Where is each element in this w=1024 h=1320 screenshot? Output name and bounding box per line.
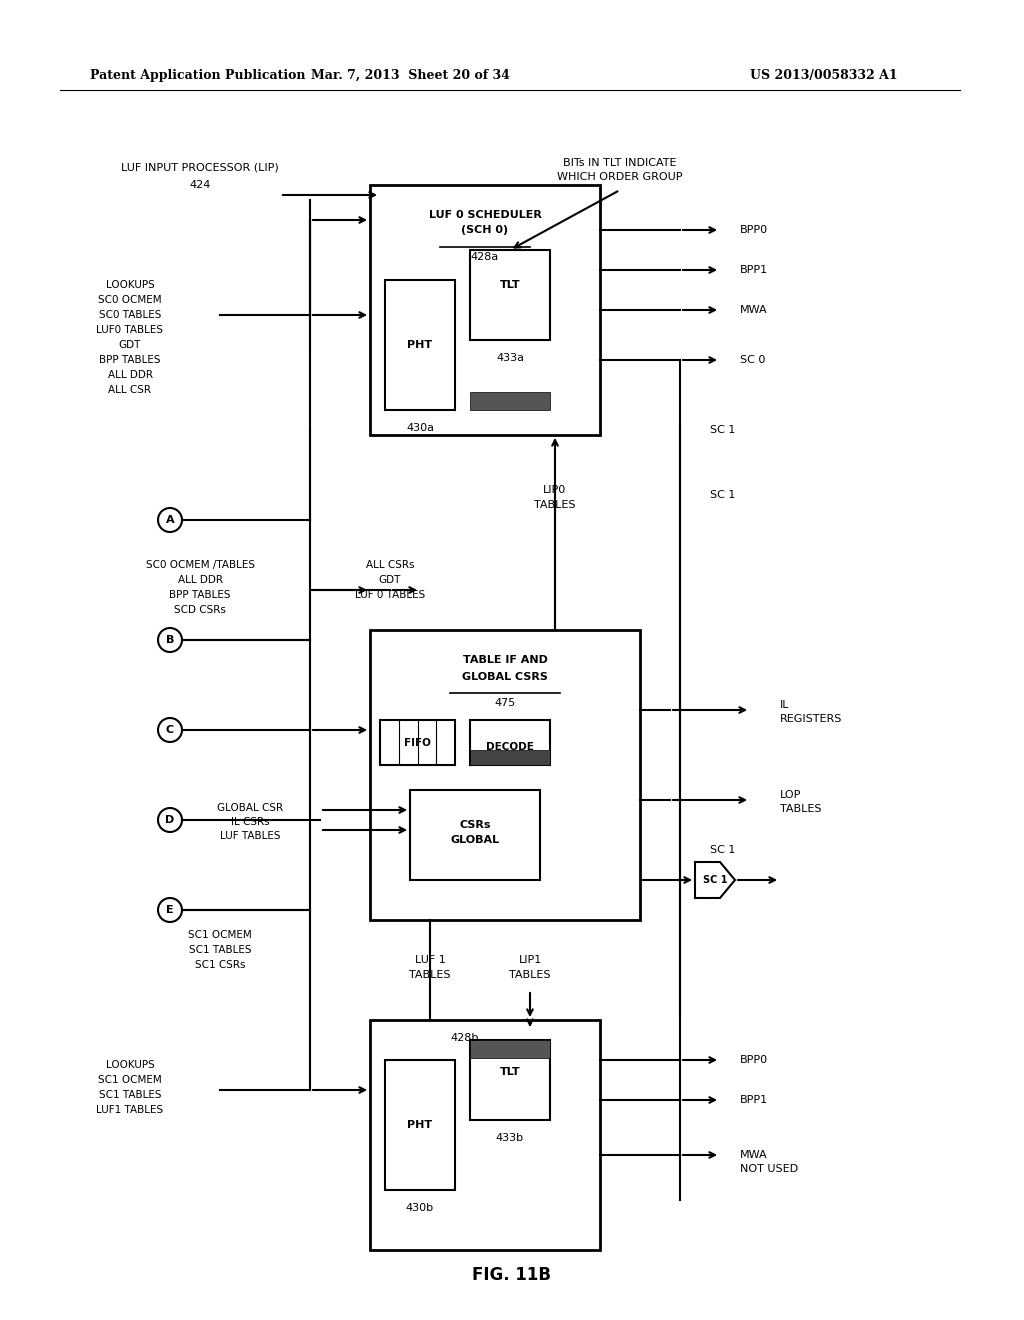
Text: FIG. 11B: FIG. 11B: [472, 1266, 552, 1284]
Text: LIP0: LIP0: [544, 484, 566, 495]
Text: LUF0 TABLES: LUF0 TABLES: [96, 325, 164, 335]
Text: 475: 475: [495, 698, 516, 708]
Text: LUF INPUT PROCESSOR (LIP): LUF INPUT PROCESSOR (LIP): [121, 162, 279, 173]
Text: TLT: TLT: [500, 1067, 520, 1077]
Text: LUF1 TABLES: LUF1 TABLES: [96, 1105, 164, 1115]
Text: Mar. 7, 2013  Sheet 20 of 34: Mar. 7, 2013 Sheet 20 of 34: [310, 69, 509, 82]
Text: SC1 OCMEM: SC1 OCMEM: [188, 931, 252, 940]
Text: Patent Application Publication: Patent Application Publication: [90, 69, 305, 82]
Bar: [470, 719, 550, 766]
Text: GLOBAL CSR: GLOBAL CSR: [217, 803, 283, 813]
Text: SC 1: SC 1: [710, 490, 735, 500]
Text: D: D: [165, 814, 175, 825]
Bar: [385, 1060, 455, 1191]
Text: 424: 424: [189, 180, 211, 190]
Text: 433b: 433b: [496, 1133, 524, 1143]
Text: TABLES: TABLES: [535, 500, 575, 510]
Bar: [410, 789, 540, 880]
Bar: [470, 1040, 550, 1119]
Text: LUF 1: LUF 1: [415, 954, 445, 965]
Text: B: B: [166, 635, 174, 645]
Text: SC1 OCMEM: SC1 OCMEM: [98, 1074, 162, 1085]
Text: E: E: [166, 906, 174, 915]
Text: GLOBAL CSRS: GLOBAL CSRS: [462, 672, 548, 682]
Text: LUF TABLES: LUF TABLES: [220, 832, 281, 841]
Text: MWA: MWA: [740, 305, 768, 315]
Text: TABLES: TABLES: [780, 804, 821, 814]
Text: REGISTERS: REGISTERS: [780, 714, 843, 723]
Text: SCD CSRs: SCD CSRs: [174, 605, 226, 615]
Text: CSRs: CSRs: [459, 820, 490, 830]
Text: DECODE: DECODE: [486, 742, 534, 752]
Bar: [470, 750, 550, 766]
Text: FIFO: FIFO: [404, 738, 431, 747]
Bar: [385, 280, 455, 411]
Bar: [380, 719, 455, 766]
Bar: [370, 1020, 600, 1250]
Text: GLOBAL: GLOBAL: [451, 836, 500, 845]
Text: US 2013/0058332 A1: US 2013/0058332 A1: [750, 69, 898, 82]
Text: BPP1: BPP1: [740, 1096, 768, 1105]
Text: SC1 CSRs: SC1 CSRs: [195, 960, 246, 970]
Text: (SCH 0): (SCH 0): [462, 224, 509, 235]
Text: IL CSRs: IL CSRs: [230, 817, 269, 828]
Text: TABLES: TABLES: [509, 970, 551, 979]
Text: 428b: 428b: [451, 1034, 479, 1043]
Text: BPP0: BPP0: [740, 224, 768, 235]
Text: TABLE IF AND: TABLE IF AND: [463, 655, 548, 665]
Text: BPP0: BPP0: [740, 1055, 768, 1065]
Text: BPP1: BPP1: [740, 265, 768, 275]
Text: BITs IN TLT INDICATE: BITs IN TLT INDICATE: [563, 158, 677, 168]
Text: 433a: 433a: [496, 352, 524, 363]
Bar: [470, 1040, 550, 1059]
Text: MWA: MWA: [740, 1150, 768, 1160]
Text: SC 1: SC 1: [710, 845, 735, 855]
Text: SC 1: SC 1: [710, 425, 735, 436]
Text: 430a: 430a: [406, 422, 434, 433]
Text: BPP TABLES: BPP TABLES: [99, 355, 161, 366]
Text: LOP: LOP: [780, 789, 802, 800]
Text: PHT: PHT: [408, 1119, 432, 1130]
Text: TLT: TLT: [500, 280, 520, 290]
Bar: [370, 185, 600, 436]
Text: GDT: GDT: [119, 341, 141, 350]
Text: A: A: [166, 515, 174, 525]
Text: SC0 OCMEM /TABLES: SC0 OCMEM /TABLES: [145, 560, 255, 570]
Text: LIP1: LIP1: [518, 954, 542, 965]
Text: GDT: GDT: [379, 576, 401, 585]
Text: LOOKUPS: LOOKUPS: [105, 280, 155, 290]
Text: LUF 0 SCHEDULER: LUF 0 SCHEDULER: [429, 210, 542, 220]
Text: ALL DDR: ALL DDR: [108, 370, 153, 380]
Text: PHT: PHT: [408, 341, 432, 350]
Text: SC1 TABLES: SC1 TABLES: [98, 1090, 161, 1100]
Text: LUF 0 TABLES: LUF 0 TABLES: [355, 590, 425, 601]
Text: SC1 TABLES: SC1 TABLES: [188, 945, 251, 954]
Text: SC0 OCMEM: SC0 OCMEM: [98, 294, 162, 305]
Text: ALL CSRs: ALL CSRs: [366, 560, 415, 570]
Text: C: C: [166, 725, 174, 735]
Text: WHICH ORDER GROUP: WHICH ORDER GROUP: [557, 172, 683, 182]
Bar: [470, 392, 550, 411]
Bar: [370, 630, 640, 920]
Text: TABLES: TABLES: [410, 970, 451, 979]
Text: ALL CSR: ALL CSR: [109, 385, 152, 395]
Text: IL: IL: [780, 700, 790, 710]
Text: SC 1: SC 1: [702, 875, 727, 884]
Text: BPP TABLES: BPP TABLES: [169, 590, 230, 601]
Text: 430b: 430b: [406, 1203, 434, 1213]
Text: SC0 TABLES: SC0 TABLES: [98, 310, 161, 319]
Text: SC 0: SC 0: [740, 355, 765, 366]
Bar: [470, 249, 550, 341]
Text: NOT USED: NOT USED: [740, 1164, 798, 1173]
Text: ALL DDR: ALL DDR: [177, 576, 222, 585]
Text: LOOKUPS: LOOKUPS: [105, 1060, 155, 1071]
Text: 428a: 428a: [471, 252, 499, 261]
